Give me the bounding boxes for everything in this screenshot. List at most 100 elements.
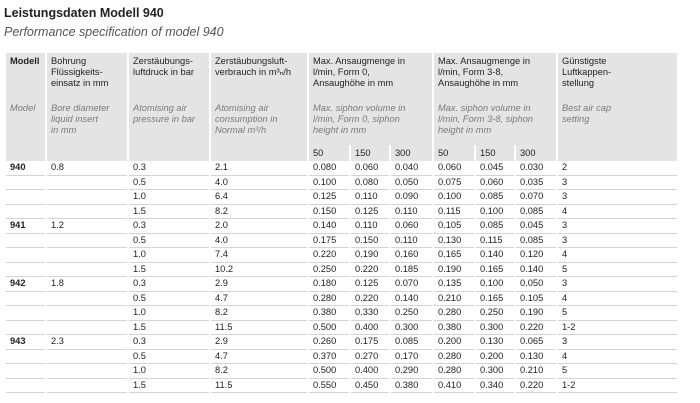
cell: 1.0 xyxy=(127,247,210,263)
siphon-height: 150 xyxy=(349,145,390,161)
cell: 0.380 xyxy=(432,320,475,335)
cell: 0.125 xyxy=(349,204,390,219)
cell: 1.5 xyxy=(127,204,210,219)
header-line: Best air cap xyxy=(562,103,612,113)
bore: 1.8 xyxy=(45,276,128,292)
cell: 0.340 xyxy=(474,378,515,393)
cell: 4.0 xyxy=(209,175,308,190)
cell: 0.200 xyxy=(474,349,515,364)
header-line: Bohrung xyxy=(51,56,87,66)
cell: 1.5 xyxy=(127,320,210,335)
cell: 6.4 xyxy=(209,189,308,205)
data-row: 0.5 4.0 0.100 0.080 0.050 0.075 0.060 0.035 3 xyxy=(4,175,677,190)
header-cell: Günstigste Luftkappen-stellung xyxy=(556,53,677,100)
data-row: 1.0 8.2 0.380 0.330 0.250 0.280 0.250 0.190 5 xyxy=(4,305,677,321)
cell xyxy=(45,189,128,205)
header-line: in mm xyxy=(51,125,77,135)
header-row-de: Modell Bohrung Flüssigkeits-einsatz in mm Z… xyxy=(4,53,677,100)
cell: 0.220 xyxy=(307,247,350,263)
cell: 0.5 xyxy=(127,233,210,248)
cell: 4.7 xyxy=(209,349,308,364)
subheader-cell xyxy=(4,145,46,161)
cell: 1-2 xyxy=(556,320,677,335)
data-row: 1.0 8.2 0.500 0.400 0.290 0.280 0.300 0.210 5 xyxy=(4,363,677,379)
cell: 1-2 xyxy=(556,378,677,393)
cell: 0.070 xyxy=(514,189,557,205)
cell: 0.220 xyxy=(349,291,390,306)
data-row: 942 1.8 0.3 2.9 0.180 0.125 0.070 0.135 0.100 0.0… xyxy=(4,276,677,292)
cell xyxy=(4,349,46,364)
siphon-height: 50 xyxy=(432,145,475,161)
cell: 2 xyxy=(556,161,677,176)
cell: 0.290 xyxy=(389,363,433,379)
cell: 0.140 xyxy=(389,291,433,306)
cell: 5 xyxy=(556,262,677,277)
cell: 2.9 xyxy=(209,334,308,350)
cell: 0.100 xyxy=(474,204,515,219)
siphon-height: 150 xyxy=(474,145,515,161)
cell xyxy=(45,305,128,321)
data-row: 941 1.2 0.3 2.0 0.140 0.110 0.060 0.105 0.085 0.0… xyxy=(4,218,677,234)
cell xyxy=(4,363,46,379)
cell: 0.100 xyxy=(432,189,475,205)
cell xyxy=(4,247,46,263)
cell: 0.450 xyxy=(349,378,390,393)
cell: 10.2 xyxy=(209,262,308,277)
subheader-row: 50 150 300 50 150 300 xyxy=(4,145,677,161)
cell: 0.280 xyxy=(432,349,475,364)
cell: 0.110 xyxy=(389,233,433,248)
cell xyxy=(45,175,128,190)
cell: 0.085 xyxy=(474,189,515,205)
header-line: Max. Ansaugmenge in xyxy=(313,56,405,66)
cell: 0.065 xyxy=(514,334,557,350)
cell: 8.2 xyxy=(209,204,308,219)
header-cell: Model xyxy=(4,100,46,145)
cell: 0.210 xyxy=(432,291,475,306)
cell: 0.160 xyxy=(389,247,433,263)
cell: 0.185 xyxy=(389,262,433,277)
cell: 0.110 xyxy=(349,189,390,205)
cell: 0.085 xyxy=(474,218,515,234)
cell: 3 xyxy=(556,175,677,190)
cell: 0.250 xyxy=(307,262,350,277)
cell: 0.330 xyxy=(349,305,390,321)
header-line: l/min, Form 3-8, xyxy=(438,67,504,77)
bore: 2.3 xyxy=(45,334,128,350)
cell xyxy=(45,247,128,263)
cell xyxy=(45,363,128,379)
subtitle: Performance specification of model 940 xyxy=(4,25,224,39)
cell: 0.410 xyxy=(432,378,475,393)
cell: 4.0 xyxy=(209,233,308,248)
cell: 0.400 xyxy=(349,320,390,335)
header-line: Luftkappen- xyxy=(562,67,612,77)
header-line: l/min, Form 3-8, siphon xyxy=(438,114,534,124)
cell: 0.550 xyxy=(307,378,350,393)
header-line: Ansaughöhe in mm xyxy=(313,78,394,88)
cell: 0.190 xyxy=(432,262,475,277)
cell: 0.165 xyxy=(474,262,515,277)
header-line: Max. siphon volume in xyxy=(438,103,531,113)
cell: 0.400 xyxy=(349,363,390,379)
cell: 0.500 xyxy=(307,320,350,335)
cell: 0.060 xyxy=(432,161,475,176)
cell: 0.135 xyxy=(432,276,475,292)
cell: 0.090 xyxy=(389,189,433,205)
cell: 0.130 xyxy=(514,349,557,364)
cell: 0.250 xyxy=(389,305,433,321)
cell: 1.5 xyxy=(127,378,210,393)
header-line: Atomising air xyxy=(215,103,269,113)
cell xyxy=(4,233,46,248)
cell: 0.085 xyxy=(514,204,557,219)
cell xyxy=(4,262,46,277)
header-line: Modell xyxy=(10,56,40,66)
cell: 0.125 xyxy=(307,189,350,205)
cell: 0.140 xyxy=(307,218,350,234)
header-line: einsatz in mm xyxy=(51,78,109,88)
header-cell: Zerstäubungsluft-verbrauch in m³ₙ/h xyxy=(209,53,308,100)
data-row: 943 2.3 0.3 2.9 0.260 0.175 0.085 0.200 0.130 0.0… xyxy=(4,334,677,350)
header-cell: Bohrung Flüssigkeits-einsatz in mm xyxy=(45,53,128,100)
cell: 0.3 xyxy=(127,161,210,176)
header-line: Zerstäubungs- xyxy=(133,56,193,66)
cell xyxy=(4,204,46,219)
data-row: 1.0 7.4 0.220 0.190 0.160 0.165 0.140 0.120 4 xyxy=(4,247,677,263)
